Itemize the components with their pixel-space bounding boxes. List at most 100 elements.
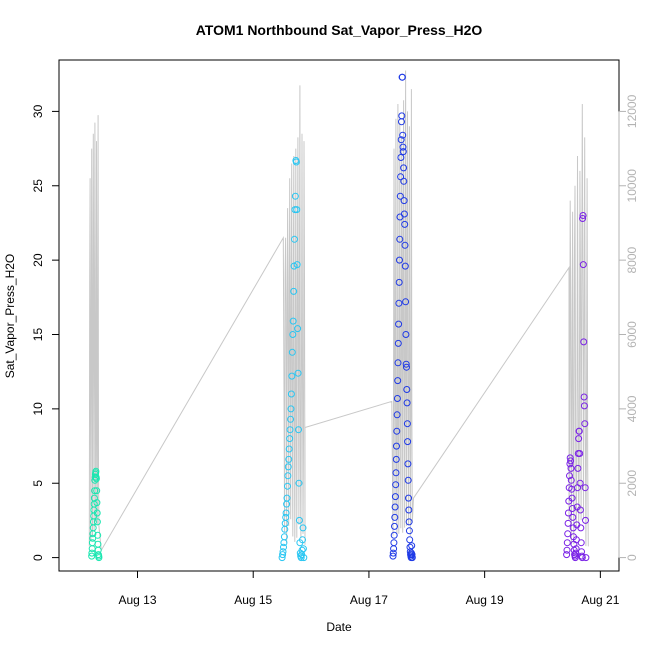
- data-point: [391, 513, 399, 521]
- data-point: [564, 519, 572, 527]
- data-point: [295, 479, 303, 487]
- secondary-series-line: [88, 70, 589, 552]
- data-point: [577, 539, 585, 547]
- data-point: [408, 551, 416, 559]
- y-tick-label: 0: [31, 554, 45, 561]
- data-point: [285, 445, 293, 453]
- data-point: [295, 516, 303, 524]
- data-point: [577, 524, 585, 532]
- data-point: [405, 494, 412, 502]
- data-point: [575, 435, 583, 443]
- data-point: [568, 505, 576, 512]
- data-point: [88, 552, 96, 560]
- data-point: [299, 524, 307, 532]
- data-point: [280, 543, 287, 551]
- y2-tick-label: 12000: [625, 94, 639, 128]
- data-point: [287, 390, 295, 398]
- data-point: [403, 399, 411, 407]
- data-point: [285, 455, 293, 463]
- data-point: [391, 522, 398, 530]
- data-point: [91, 487, 99, 495]
- data-point: [95, 554, 103, 562]
- data-point: [582, 554, 590, 562]
- data-point: [282, 513, 290, 521]
- y2-tick-label: 10000: [625, 169, 639, 203]
- data-point: [284, 482, 291, 490]
- data-point: [574, 484, 581, 492]
- y-tick-label: 10: [31, 402, 45, 416]
- data-point: [94, 540, 102, 548]
- data-point: [397, 154, 405, 161]
- data-point: [291, 235, 298, 243]
- left-axis: 0 5 10 15 20 25 30: [31, 104, 60, 561]
- y2-tick-label: 6000: [625, 321, 639, 348]
- data-point: [399, 131, 407, 139]
- x-tick-label: Aug 17: [350, 593, 388, 607]
- data-point: [402, 298, 410, 306]
- data-point: [579, 261, 587, 269]
- data-point: [405, 506, 413, 514]
- data-point: [280, 533, 288, 541]
- data-point: [289, 331, 297, 338]
- secondary-line-group: [88, 70, 589, 552]
- data-point: [293, 261, 301, 269]
- right-axis: 0 2000 4000 6000 8000 10000 12000: [618, 94, 639, 561]
- data-point: [400, 197, 408, 205]
- data-point: [404, 438, 412, 446]
- data-point: [567, 476, 575, 484]
- bottom-axis: Aug 13 Aug 15 Aug 17 Aug 19 Aug 21: [118, 570, 620, 607]
- data-point: [394, 359, 402, 367]
- data-point: [574, 464, 582, 472]
- data-point: [395, 320, 403, 328]
- data-point: [393, 395, 401, 402]
- data-point: [294, 369, 302, 377]
- data-point: [394, 339, 402, 347]
- data-point: [93, 499, 101, 507]
- data-point: [286, 435, 294, 443]
- data-point: [287, 415, 295, 423]
- data-point: [405, 518, 413, 526]
- data-point: [290, 287, 298, 295]
- data-point: [398, 73, 406, 81]
- data-point: [280, 539, 288, 547]
- data-point: [286, 426, 294, 434]
- x-tick-label: Aug 13: [118, 593, 156, 607]
- data-point: [393, 442, 400, 450]
- data-point: [579, 212, 587, 219]
- chart-title: ATOM1 Northbound Sat_Vapor_Press_H2O: [196, 22, 483, 38]
- data-point: [405, 527, 413, 535]
- data-point: [582, 516, 589, 524]
- data-point: [401, 241, 409, 249]
- data-point: [576, 450, 584, 457]
- data-point: [397, 136, 405, 144]
- data-point: [291, 192, 299, 200]
- data-point: [401, 262, 409, 270]
- data-point: [580, 402, 588, 410]
- data-point: [93, 518, 101, 526]
- data-point: [88, 549, 96, 557]
- data-point: [580, 393, 588, 401]
- data-point: [287, 405, 295, 413]
- data-point: [400, 210, 408, 218]
- y-tick-label: 15: [31, 328, 45, 342]
- data-point: [391, 493, 399, 501]
- data-point: [576, 506, 584, 514]
- data-point: [92, 475, 100, 483]
- y-tick-label: 25: [31, 179, 45, 193]
- data-point: [563, 546, 571, 554]
- data-point: [402, 360, 410, 368]
- y-tick-label: 5: [31, 480, 45, 487]
- data-point: [403, 386, 411, 393]
- points-group: [88, 73, 590, 562]
- data-point: [575, 427, 583, 435]
- data-point: [572, 545, 580, 553]
- data-point: [396, 192, 404, 200]
- y2-tick-label: 2000: [625, 470, 639, 497]
- data-point: [392, 469, 400, 477]
- data-point: [395, 278, 403, 286]
- data-point: [404, 460, 412, 468]
- plot-frame: [58, 59, 620, 572]
- data-point: [581, 484, 589, 492]
- data-point: [580, 338, 588, 346]
- data-point: [392, 481, 400, 489]
